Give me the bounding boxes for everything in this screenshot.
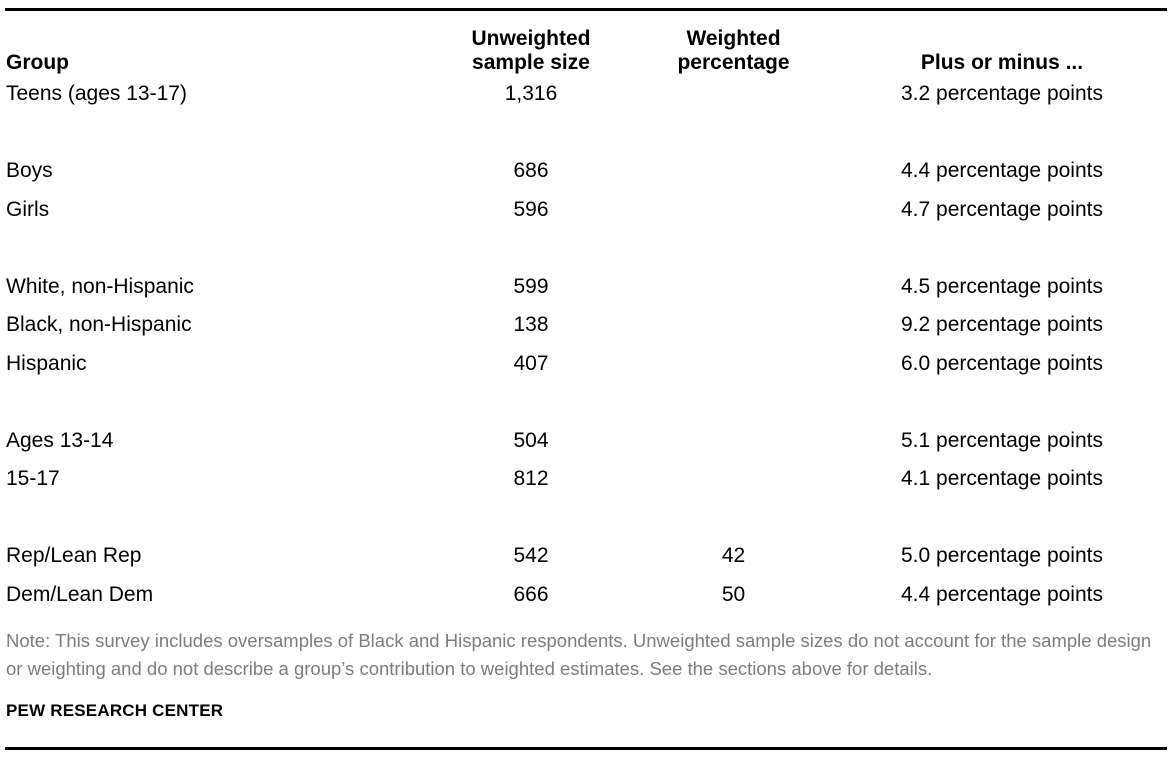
cell-plus-minus: 4.4 percentage points xyxy=(901,159,1103,183)
cell-unweighted: 812 xyxy=(513,467,549,491)
table-row-rep: Rep/Lean Rep 542 42 5.0 percentage point… xyxy=(0,537,1172,576)
bottom-rule xyxy=(5,747,1167,750)
column-header-unweighted-label: Unweighted sample size xyxy=(471,27,591,74)
cell-unweighted: 504 xyxy=(513,428,549,452)
cell-unweighted: 542 xyxy=(513,544,549,568)
cell-plus-minus: 5.0 percentage points xyxy=(901,544,1103,568)
table-row-hispanic: Hispanic 407 6.0 percentage points xyxy=(0,345,1172,384)
cell-weighted: 42 xyxy=(721,544,746,568)
column-header-group: Group xyxy=(6,51,69,74)
table-row-dem: Dem/Lean Dem 666 50 4.4 percentage point… xyxy=(0,576,1172,615)
cell-plus-minus: 9.2 percentage points xyxy=(901,313,1103,337)
top-rule xyxy=(5,8,1167,11)
table-row-black: Black, non-Hispanic 138 9.2 percentage p… xyxy=(0,306,1172,345)
cell-group: Teens (ages 13-17) xyxy=(6,82,187,106)
table-row-girls: Girls 596 4.7 percentage points xyxy=(0,191,1172,230)
cell-plus-minus: 4.1 percentage points xyxy=(901,467,1103,491)
column-header-plus-minus: Plus or minus ... xyxy=(920,51,1084,74)
cell-plus-minus: 5.1 percentage points xyxy=(901,428,1103,452)
cell-unweighted: 138 xyxy=(513,313,549,337)
table-row-boys: Boys 686 4.4 percentage points xyxy=(0,152,1172,191)
table-row-teens: Teens (ages 13-17) 1,316 3.2 percentage … xyxy=(0,75,1172,114)
cell-group: Girls xyxy=(6,197,50,221)
table-note: Note: This survey includes oversamples o… xyxy=(6,630,1152,679)
cell-plus-minus: 4.5 percentage points xyxy=(901,274,1103,298)
cell-unweighted: 1,316 xyxy=(504,82,558,106)
cell-plus-minus: 3.2 percentage points xyxy=(901,82,1103,106)
section-spacer xyxy=(0,383,1172,422)
cell-group: Dem/Lean Dem xyxy=(6,582,154,606)
section-spacer xyxy=(0,114,1172,153)
cell-group: Boys xyxy=(6,159,53,183)
cell-plus-minus: 4.4 percentage points xyxy=(901,582,1103,606)
source-label: PEW RESEARCH CENTER xyxy=(6,701,224,720)
cell-unweighted: 686 xyxy=(513,159,549,183)
column-header-unweighted: Unweighted sample size xyxy=(441,27,621,75)
column-header-weighted-label: Weighted percentage xyxy=(677,27,790,74)
cell-group: White, non-Hispanic xyxy=(6,274,194,298)
cell-unweighted: 666 xyxy=(513,582,549,606)
table-row-ages-15-17: 15-17 812 4.1 percentage points xyxy=(0,460,1172,499)
cell-group: Black, non-Hispanic xyxy=(6,313,192,337)
section-spacer xyxy=(0,229,1172,268)
cell-weighted: 50 xyxy=(721,582,746,606)
table-row-white: White, non-Hispanic 599 4.5 percentage p… xyxy=(0,268,1172,307)
cell-group: 15-17 xyxy=(6,467,60,491)
table-row-ages-13-14: Ages 13-14 504 5.1 percentage points xyxy=(0,422,1172,461)
cell-unweighted: 596 xyxy=(513,197,549,221)
cell-plus-minus: 4.7 percentage points xyxy=(901,197,1103,221)
cell-unweighted: 407 xyxy=(513,351,549,375)
table-header-row: Group Unweighted sample size Weighted pe… xyxy=(0,11,1172,75)
cell-unweighted: 599 xyxy=(513,274,549,298)
cell-group: Hispanic xyxy=(6,351,87,375)
section-spacer xyxy=(0,499,1172,538)
cell-group: Ages 13-14 xyxy=(6,428,114,452)
cell-plus-minus: 6.0 percentage points xyxy=(901,351,1103,375)
cell-group: Rep/Lean Rep xyxy=(6,544,142,568)
column-header-weighted: Weighted percentage xyxy=(621,27,846,75)
